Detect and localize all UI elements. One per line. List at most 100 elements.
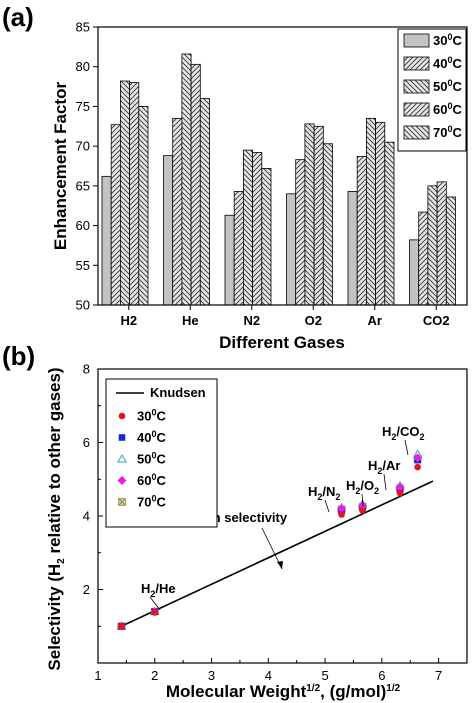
legend-swatch — [403, 79, 430, 94]
bar — [138, 106, 149, 306]
bar — [409, 239, 420, 306]
x-tick-label: 1 — [94, 668, 101, 683]
x-tick-label: 7 — [435, 668, 442, 683]
point-circle — [118, 412, 126, 420]
scatter-points — [116, 449, 423, 631]
bar — [199, 98, 210, 306]
point-diamond — [413, 453, 423, 463]
point-square — [118, 434, 126, 441]
panel-a-plot-frame — [97, 26, 468, 306]
bar — [261, 167, 272, 306]
point-circle — [118, 622, 125, 630]
panel-a-bar-chart: (a) 50 55 60 65 70 75 80 85 H2 He N2 O2 Ar CO2 Enhanc… — [2, 2, 468, 352]
bar — [356, 156, 367, 306]
point-xsquare-cross — [118, 498, 126, 506]
y-tick-label: 55 — [76, 258, 90, 273]
bar — [224, 214, 235, 306]
bar — [242, 149, 253, 306]
point-label: H2/O2 — [346, 478, 379, 496]
label-arrow — [149, 596, 161, 611]
knudsen-line-group — [120, 480, 434, 627]
y-tick-label: 50 — [76, 298, 90, 313]
bar — [120, 80, 131, 306]
legend-label: 300C — [137, 408, 166, 424]
legend-swatch — [403, 125, 430, 140]
point-diamond — [337, 504, 347, 514]
bar-group — [101, 53, 456, 306]
legend-label: 700C — [137, 494, 166, 510]
panel-b-x-axis-title: Molecular Weight1/2, (g/mol)1/2 — [166, 682, 401, 701]
bar — [445, 196, 456, 306]
x-tick-label: Ar — [368, 313, 382, 328]
panel-b-scatter-chart: (b) 1 2 3 4 5 6 7 2 4 6 8 H2/He H2/N2 H2/O2 H2/Ar H2/C… — [2, 341, 468, 701]
panel-a-ticks: 50 55 60 65 70 75 80 85 H2 He N2 O2 Ar CO2 — [76, 20, 450, 329]
legend-label: 300C — [433, 32, 462, 48]
point-circle — [338, 511, 345, 518]
panel-a-x-axis-title: Different Gases — [219, 333, 345, 352]
legend-label: 500C — [433, 78, 462, 94]
bar — [190, 63, 201, 306]
legend-label: 400C — [433, 55, 462, 71]
bar — [101, 175, 112, 306]
point-label: H2/Ar — [368, 458, 400, 476]
legend-label: 600C — [433, 101, 462, 117]
panel-b-ticks: 1 2 3 4 5 6 7 2 4 6 8 — [83, 362, 442, 684]
y-tick-label: 80 — [76, 59, 90, 74]
point-diamond — [395, 482, 405, 492]
x-tick-label: 4 — [265, 668, 272, 683]
x-tick-label: 5 — [321, 668, 328, 683]
legend-label: 400C — [137, 429, 166, 445]
x-tick-label: 3 — [208, 668, 215, 683]
bar — [129, 82, 140, 306]
legend-label: 500C — [137, 451, 166, 467]
legend-label: Knudsen — [150, 385, 206, 400]
panel-a-legend: 300C 400C 500C 600C 700C — [397, 28, 467, 152]
point-circle — [359, 507, 366, 514]
x-tick-label: N2 — [243, 313, 260, 328]
bar — [427, 185, 438, 306]
point-circle — [414, 463, 421, 471]
label-arrow — [404, 439, 409, 456]
point-circle — [151, 608, 159, 616]
point-label: H2/CO2 — [382, 424, 425, 442]
point-triangle — [117, 453, 127, 463]
bar — [347, 191, 358, 306]
point-diamond — [117, 476, 127, 485]
y-tick-label: 6 — [83, 435, 90, 450]
x-tick-label: 6 — [378, 668, 385, 683]
legend-swatch — [403, 102, 430, 117]
panel-b-label: (b) — [2, 341, 35, 371]
y-tick-label: 75 — [76, 99, 90, 114]
x-tick-label: H2 — [120, 313, 137, 328]
y-tick-label: 65 — [76, 178, 90, 193]
panel-a-y-axis-title: Enhancement Factor — [51, 82, 70, 251]
bar — [322, 143, 333, 306]
panel-b-legend: Knudsen 300C 400C 500C 600C 700C — [105, 378, 218, 528]
bar — [110, 124, 121, 306]
x-tick-label: O2 — [305, 313, 322, 328]
legend-swatch — [403, 33, 430, 48]
bar — [418, 211, 429, 306]
knudsen-arrowhead — [277, 561, 283, 569]
bar — [286, 193, 297, 306]
bar — [313, 125, 324, 306]
panel-b-y-axis-title: Selectivity (H2 relative to other gases) — [45, 367, 67, 670]
y-tick-label: 70 — [76, 139, 90, 154]
x-tick-label: He — [182, 313, 199, 328]
point-label: H2/N2 — [308, 484, 340, 502]
x-tick-label: 2 — [151, 668, 158, 683]
point-diamond — [358, 501, 368, 511]
bar — [375, 121, 386, 306]
legend-swatch — [403, 56, 430, 71]
y-tick-label: 8 — [83, 362, 90, 377]
y-tick-label: 4 — [83, 509, 90, 524]
bar — [252, 152, 263, 306]
bar — [181, 53, 192, 306]
x-axis-title-text: Molecular Weight1/2, (g/mol)1/2 — [166, 682, 401, 701]
bar — [233, 191, 244, 306]
bar — [172, 117, 183, 306]
bar — [365, 117, 376, 306]
legend-label: 700C — [433, 124, 462, 140]
y-tick-label: 60 — [76, 218, 90, 233]
